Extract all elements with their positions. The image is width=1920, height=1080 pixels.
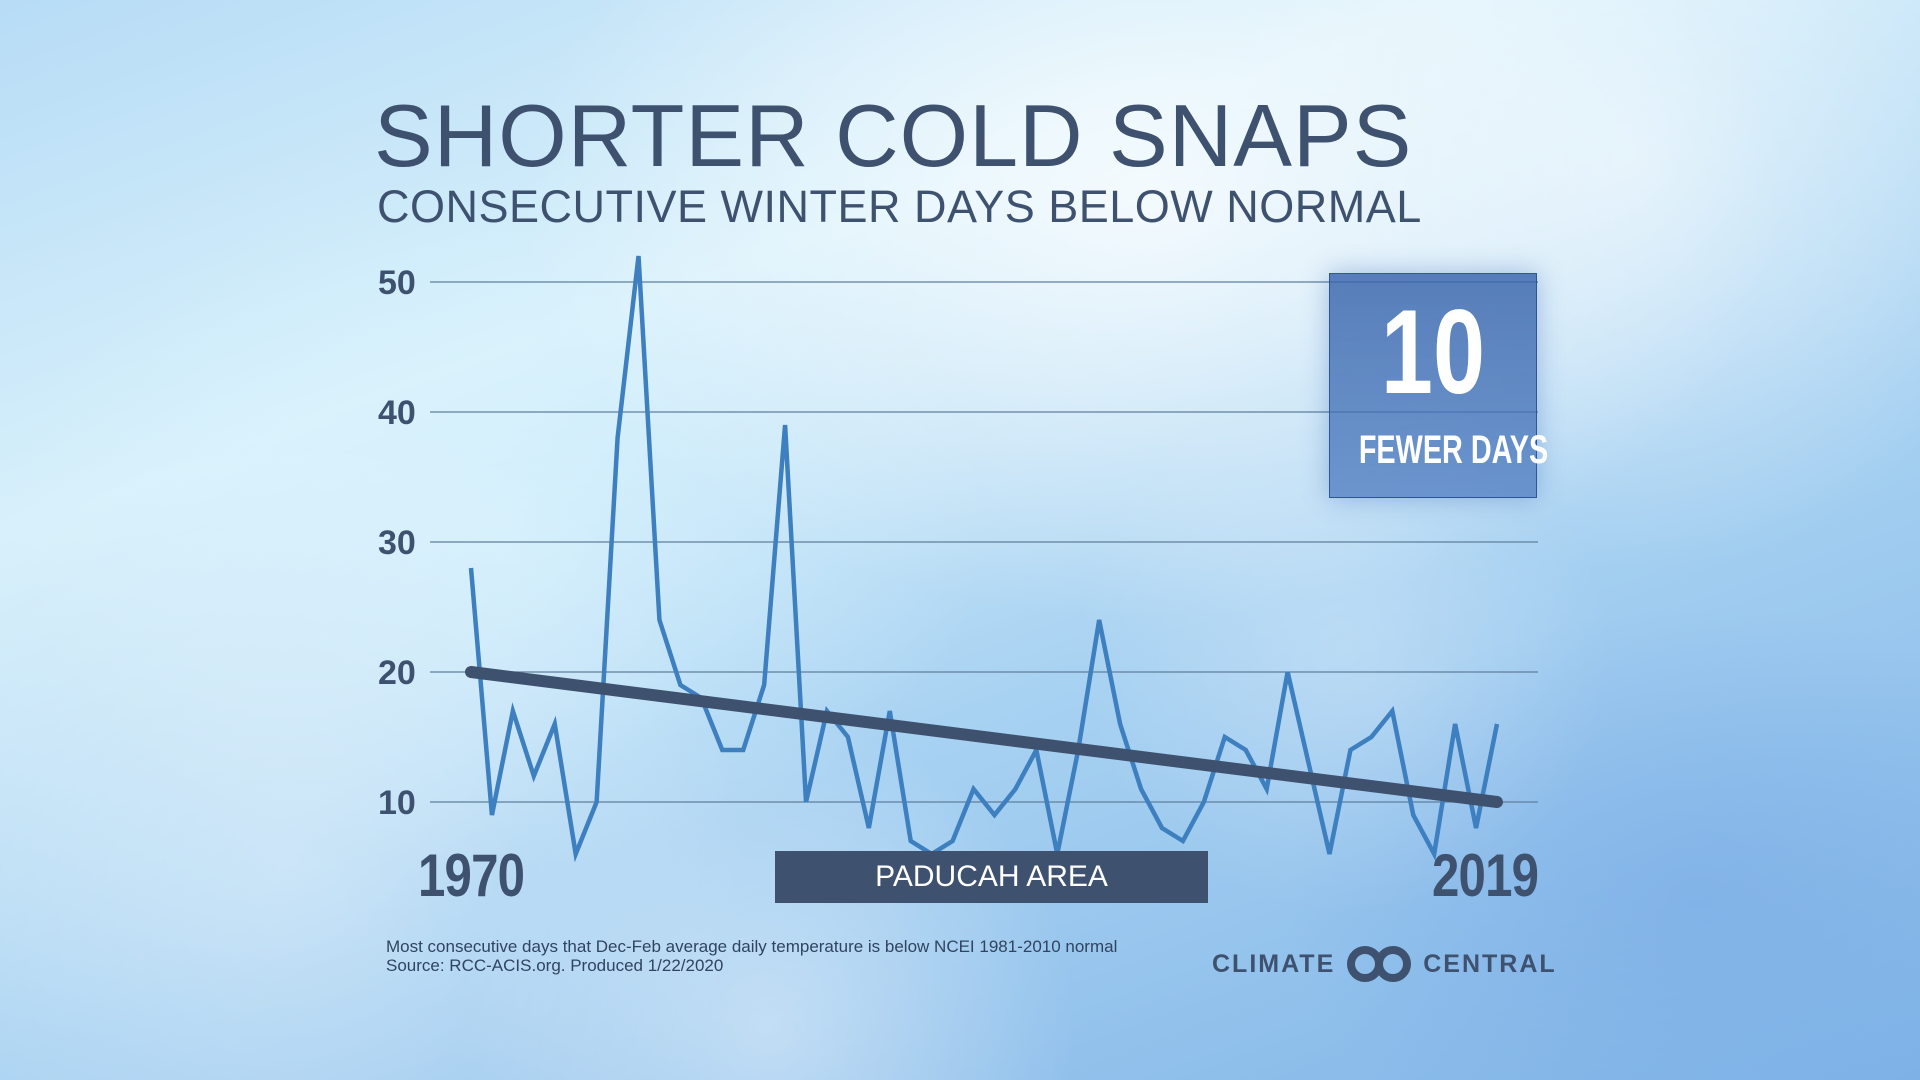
footnote: Most consecutive days that Dec-Feb avera… — [386, 937, 1117, 975]
y-axis-ticks: 10 20 30 40 50 — [378, 264, 416, 822]
y-tick-label-30: 30 — [378, 524, 416, 562]
fewer-days-callout: 10 FEWER DAYS — [1329, 273, 1549, 498]
chart-subtitle: CONSECUTIVE WINTER DAYS BELOW NORMAL — [377, 181, 1422, 232]
callout-number: 10 — [1380, 285, 1486, 419]
y-tick-label-50: 50 — [378, 264, 416, 302]
footnote-line-2: Source: RCC-ACIS.org. Produced 1/22/2020 — [386, 956, 724, 975]
location-label: PADUCAH AREA — [775, 851, 1208, 903]
y-tick-label-20: 20 — [378, 654, 416, 692]
trend-layer — [465, 666, 1503, 808]
x-axis-start-label: 1970 — [418, 842, 525, 909]
chart-title: SHORTER COLD SNAPS — [374, 86, 1413, 185]
series-layer — [468, 255, 1500, 863]
series-line-0 — [468, 255, 1500, 863]
trend-line — [465, 666, 1503, 808]
y-tick-label-40: 40 — [378, 394, 416, 432]
y-tick-label-10: 10 — [378, 784, 416, 822]
callout-label: FEWER DAYS — [1358, 428, 1549, 472]
x-axis-end-label: 2019 — [1432, 842, 1539, 909]
logo-text-right: CENTRAL — [1423, 949, 1557, 978]
climate-central-logo: CLIMATE CENTRAL — [1212, 944, 1557, 984]
logo-rings-icon — [1347, 946, 1412, 982]
footnote-line-1: Most consecutive days that Dec-Feb avera… — [386, 937, 1118, 956]
logo-text-left: CLIMATE — [1212, 949, 1336, 978]
